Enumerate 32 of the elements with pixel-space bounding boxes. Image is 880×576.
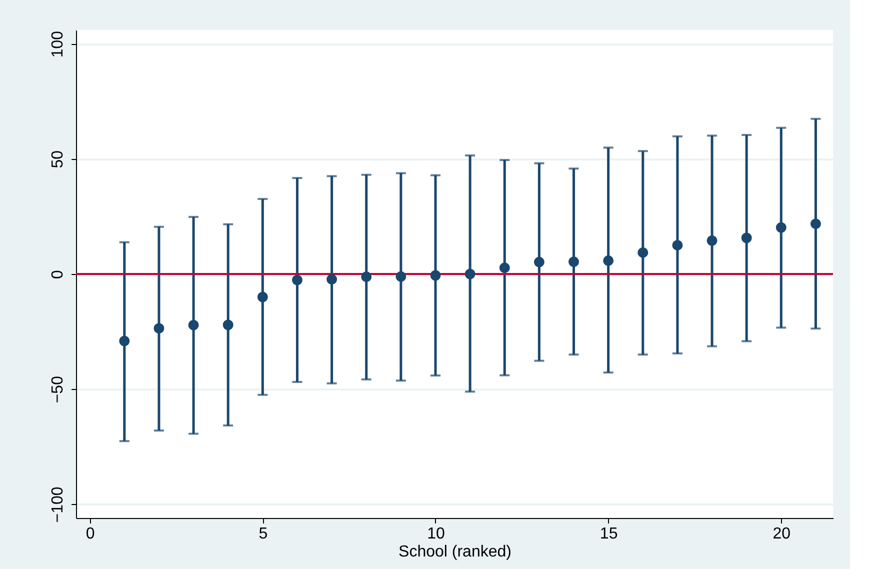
point xyxy=(499,262,510,274)
point xyxy=(603,255,614,266)
y-tick-label: 100 xyxy=(50,30,66,58)
y-tick-label: 50 xyxy=(50,150,66,168)
point xyxy=(672,240,683,250)
point xyxy=(257,292,268,302)
y-tick-label: −50 xyxy=(50,376,66,404)
point xyxy=(396,271,406,282)
point xyxy=(188,320,199,330)
point xyxy=(464,268,476,280)
point xyxy=(154,323,164,334)
point xyxy=(292,274,302,286)
x-tick-label: 5 xyxy=(258,526,268,542)
point xyxy=(119,336,130,346)
point xyxy=(534,256,544,268)
point xyxy=(568,256,579,268)
x-tick-label: 10 xyxy=(427,526,445,542)
point xyxy=(706,235,718,246)
y-tick-label: 0 xyxy=(50,270,66,279)
point xyxy=(741,232,752,244)
point xyxy=(430,270,441,281)
point xyxy=(326,274,338,285)
point xyxy=(638,247,648,258)
x-tick-label: 15 xyxy=(600,526,618,542)
point xyxy=(222,320,234,330)
point xyxy=(776,222,786,233)
point xyxy=(810,218,821,230)
y-tick-label: −100 xyxy=(50,486,66,523)
x-axis-title: School (ranked) xyxy=(398,544,512,560)
point xyxy=(361,272,372,282)
x-tick-label: 0 xyxy=(86,526,95,542)
x-tick-label: 20 xyxy=(772,526,791,542)
